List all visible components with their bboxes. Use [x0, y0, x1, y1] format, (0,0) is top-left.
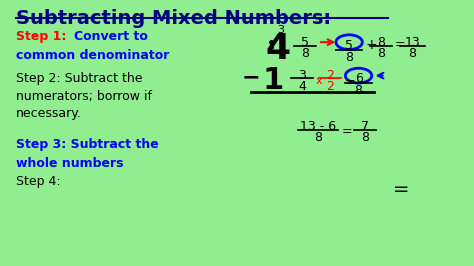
Text: 2: 2: [327, 80, 334, 93]
Text: 8: 8: [301, 47, 310, 60]
Text: Convert to: Convert to: [74, 30, 148, 43]
Text: 8: 8: [314, 131, 322, 144]
Text: =: =: [342, 125, 352, 138]
Text: 2: 2: [327, 69, 334, 81]
Text: Step 2: Subtract the: Step 2: Subtract the: [16, 72, 142, 85]
Text: 3: 3: [298, 69, 306, 81]
Text: 5: 5: [301, 36, 310, 49]
Text: x: x: [316, 76, 323, 86]
Text: 8: 8: [355, 84, 363, 97]
Text: common denominator: common denominator: [16, 49, 169, 62]
Text: Step 1:: Step 1:: [16, 30, 66, 43]
Text: 6: 6: [355, 72, 363, 85]
Text: 5: 5: [345, 39, 353, 52]
Text: 7: 7: [361, 120, 369, 133]
Text: 13: 13: [404, 36, 420, 49]
Text: 1: 1: [263, 66, 284, 95]
Text: necessary.: necessary.: [16, 107, 82, 120]
Text: Step 3: Subtract the: Step 3: Subtract the: [16, 138, 158, 151]
Text: whole numbers: whole numbers: [16, 157, 123, 170]
Text: 13 - 6: 13 - 6: [300, 120, 336, 133]
Text: numerators; borrow if: numerators; borrow if: [16, 90, 152, 103]
Text: =: =: [345, 76, 355, 89]
Text: 8: 8: [408, 47, 416, 60]
Text: =: =: [392, 180, 409, 200]
Text: 4: 4: [298, 80, 306, 93]
Text: −: −: [242, 67, 260, 87]
Text: Step 4:: Step 4:: [16, 175, 60, 188]
Text: 4: 4: [265, 32, 291, 66]
Text: 8: 8: [377, 47, 385, 60]
Text: Subtracting Mixed Numbers:: Subtracting Mixed Numbers:: [16, 9, 331, 28]
Text: 3: 3: [277, 25, 284, 35]
Text: 8: 8: [361, 131, 369, 144]
Text: +: +: [365, 38, 377, 52]
Text: 8: 8: [377, 36, 385, 49]
Text: 8: 8: [345, 51, 353, 64]
Text: =: =: [395, 38, 405, 51]
